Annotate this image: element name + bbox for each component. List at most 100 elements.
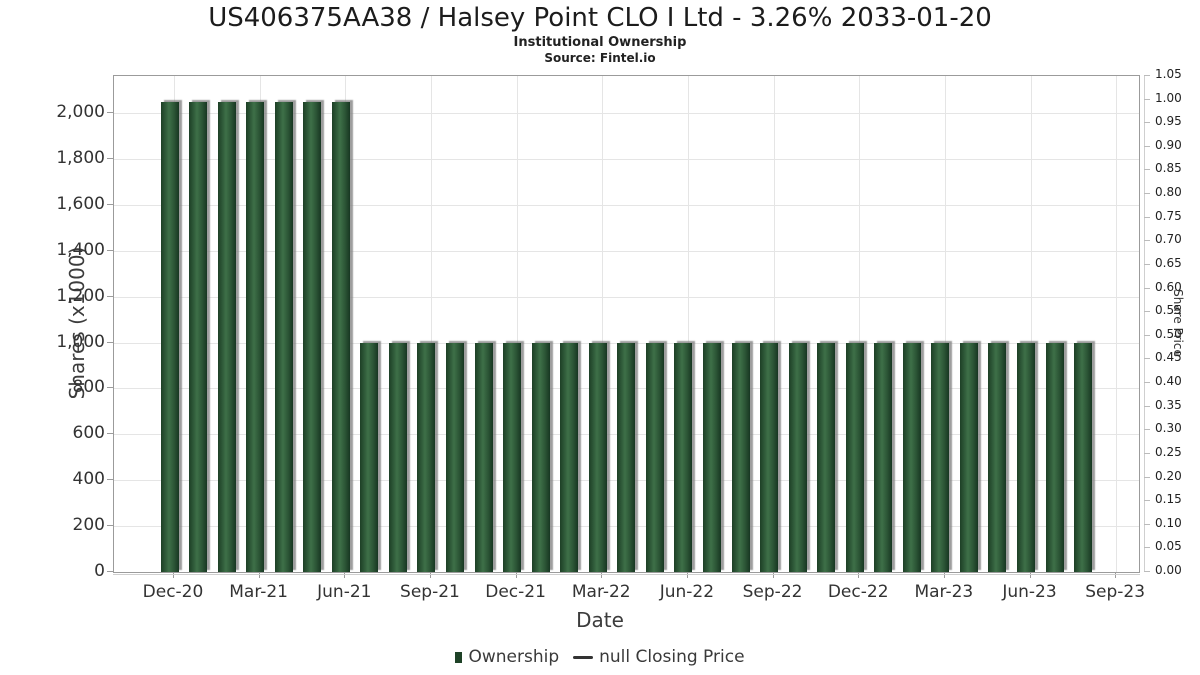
x-axis-tick-label: Dec-22 (827, 582, 889, 602)
x-axis-tick-mark (173, 573, 174, 578)
ownership-bar[interactable] (731, 342, 750, 572)
y-axis-left-tick-label: 1,200 (56, 285, 105, 306)
legend: Ownership null Closing Price (0, 647, 1200, 667)
v-gridline (1116, 76, 1118, 572)
ownership-bar[interactable] (531, 342, 550, 572)
legend-label-ownership: Ownership (468, 647, 560, 667)
x-axis-tick-mark (1115, 573, 1117, 578)
y-axis-right-tick-mark (1144, 358, 1150, 360)
x-axis-tick-mark (429, 573, 431, 578)
y-axis-left-tick-mark (107, 525, 113, 527)
y-axis-left-tick-mark (107, 571, 113, 572)
y-axis-right-tick-mark (1144, 500, 1150, 502)
ownership-bar[interactable] (902, 342, 921, 572)
y-axis-right-tick-mark (1144, 429, 1150, 431)
y-axis-left-tick-label: 1,800 (56, 147, 105, 168)
h-gridline (114, 296, 1139, 298)
closing-price-line-marker-icon (573, 655, 594, 659)
ownership-bar[interactable] (817, 342, 836, 572)
ownership-bar[interactable] (1045, 342, 1064, 572)
ownership-bar[interactable] (617, 342, 636, 572)
y-axis-right-tick-label: 0.85 (1155, 161, 1182, 176)
ownership-bar[interactable] (503, 342, 522, 572)
h-gridline (114, 204, 1139, 206)
x-axis-tick-label: Sep-21 (400, 582, 460, 602)
ownership-bar[interactable] (845, 342, 864, 572)
y-axis-left-tick-label: 1,000 (56, 331, 105, 352)
ownership-bar[interactable] (446, 342, 464, 572)
y-axis-left-tick-mark (107, 203, 113, 205)
h-gridline (114, 158, 1139, 160)
plot-area (113, 75, 1140, 573)
ownership-bar[interactable] (674, 342, 693, 572)
x-axis-tick-label: Mar-23 (914, 582, 974, 602)
h-gridline (114, 113, 1139, 114)
y-axis-left-tick-mark (107, 112, 113, 113)
y-axis-right-tick-mark (1144, 523, 1150, 525)
h-gridline (114, 250, 1139, 252)
chart-subtitle: Institutional Ownership (513, 35, 687, 50)
ownership-bar[interactable] (246, 101, 265, 572)
y-axis-left-tick-label: 800 (72, 377, 105, 398)
ownership-bar[interactable] (702, 342, 721, 572)
ownership-bar[interactable] (417, 342, 436, 572)
ownership-bar[interactable] (1017, 342, 1035, 572)
y-axis-right-tick-label: 0.95 (1155, 114, 1182, 129)
ownership-bar[interactable] (588, 342, 607, 572)
x-axis-tick-mark (258, 573, 260, 578)
y-axis-right-tick-mark (1144, 452, 1150, 454)
ownership-bar[interactable] (959, 342, 978, 572)
ownership-bar[interactable] (560, 342, 579, 572)
x-axis-tick-mark (1029, 573, 1031, 578)
x-axis-title-date: Date (576, 608, 624, 632)
legend-item-ownership[interactable]: Ownership (455, 647, 559, 667)
x-axis-tick-mark (344, 573, 346, 578)
y-axis-right-tick-mark (1144, 193, 1150, 195)
chart-source-credit: Source: Fintel.io (544, 51, 656, 65)
y-axis-right-tick-label: 0.15 (1155, 492, 1182, 507)
y-axis-right-tick-label: 0.90 (1155, 137, 1182, 152)
ownership-bar[interactable] (217, 101, 236, 572)
y-axis-left-tick-label: 400 (72, 469, 105, 490)
x-axis-tick-label: Sep-23 (1085, 582, 1146, 602)
ownership-bar[interactable] (474, 342, 493, 572)
ownership-bar[interactable] (788, 342, 807, 572)
x-axis-tick-mark (601, 573, 603, 578)
y-axis-left-tick-label: 2,000 (56, 102, 105, 122)
ownership-bar[interactable] (874, 342, 893, 572)
ownership-bar[interactable] (988, 342, 1007, 572)
ownership-bar[interactable] (274, 101, 293, 572)
y-axis-right-tick-mark (1144, 122, 1150, 124)
ownership-bar[interactable] (645, 342, 664, 572)
v-gridline (516, 76, 518, 572)
ownership-bar[interactable] (1074, 342, 1093, 572)
ownership-bar[interactable] (331, 101, 350, 572)
ownership-bar[interactable] (760, 342, 779, 572)
y-axis-right-tick-mark (1144, 263, 1150, 265)
y-axis-right-tick-label: 0.25 (1155, 444, 1182, 459)
y-axis-right-tick-mark (1144, 382, 1150, 384)
y-axis-right-tick-mark (1144, 98, 1150, 100)
ownership-bar[interactable] (303, 101, 322, 572)
v-gridline (430, 76, 432, 572)
ownership-bar[interactable] (931, 342, 950, 572)
y-axis-left-tick-label: 1,400 (56, 239, 105, 260)
ownership-bar[interactable] (160, 101, 179, 572)
y-axis-right-tick-label: 0.20 (1155, 468, 1182, 483)
x-axis-line (113, 574, 1140, 575)
x-axis-tick-label: Dec-21 (485, 582, 546, 602)
y-axis-left-tick-label: 600 (72, 423, 105, 444)
ownership-bar[interactable] (388, 342, 407, 572)
y-axis-right-tick-label: 0.55 (1155, 303, 1182, 318)
v-gridline (602, 76, 604, 572)
y-axis-right-tick-mark (1144, 476, 1150, 478)
y-axis-left-tick-mark (107, 295, 113, 297)
x-axis-tick-label: Jun-22 (659, 582, 715, 602)
ownership-bar[interactable] (360, 342, 379, 572)
y-axis-right-tick-label: 0.60 (1155, 279, 1182, 294)
y-axis-right-tick-label: 0.80 (1155, 185, 1182, 200)
legend-item-closing-price[interactable]: null Closing Price (573, 647, 745, 667)
y-axis-right-tick-mark (1144, 334, 1150, 336)
v-gridline (687, 76, 689, 572)
ownership-bar[interactable] (189, 101, 208, 572)
